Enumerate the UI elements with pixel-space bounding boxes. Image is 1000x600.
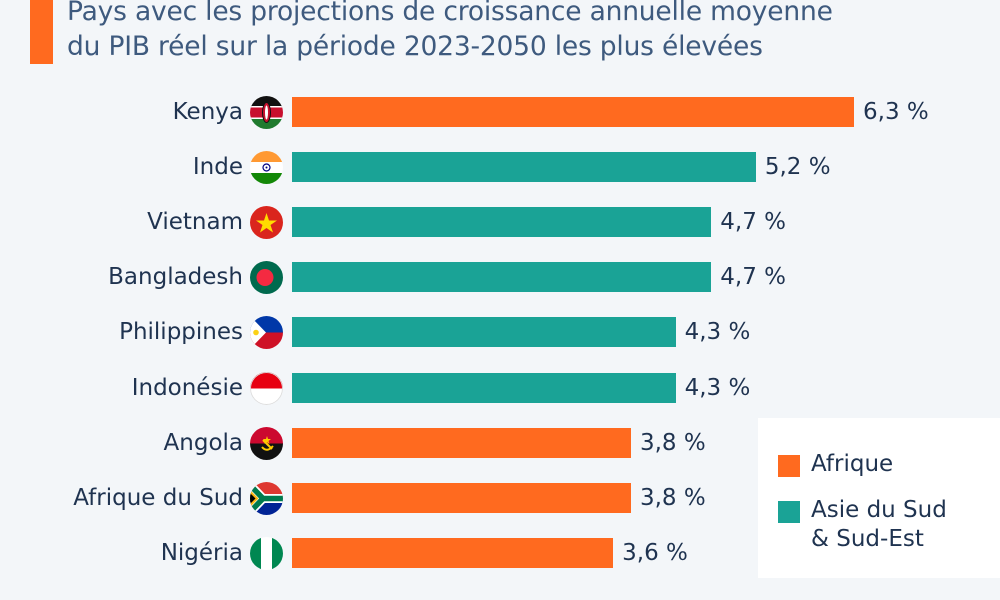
vietnam-flag-icon: [250, 206, 283, 240]
category-label: Afrique du Sud: [73, 484, 243, 511]
value-label: 3,8 %: [639, 429, 706, 456]
legend: Afrique Asie du Sud & Sud-Est: [758, 418, 1000, 578]
bar-nigeria: [292, 537, 614, 568]
category-label: Kenya: [172, 99, 243, 125]
legend-label-asie: Asie du Sud & Sud-Est: [811, 496, 947, 554]
bar-row-angola: Angola 3,8 %: [0, 426, 1000, 460]
bangladesh-flag-icon: [250, 261, 283, 295]
india-flag-icon: [250, 151, 283, 185]
legend-label-afrique: Afrique: [811, 451, 894, 477]
philippines-flag-icon: [250, 316, 283, 350]
bar-row-nigeria: Nigéria 3,6 %: [0, 536, 1000, 570]
chart-title-line-2: du PIB réel sur la période 2023-2050 les…: [67, 31, 763, 62]
legend-label-asie-line-1: Asie du Sud: [811, 497, 947, 523]
bar-philippines: [292, 317, 676, 348]
category-label: Nigéria: [160, 539, 243, 566]
value-label: 6,3 %: [863, 99, 929, 125]
value-label: 4,7 %: [720, 209, 787, 236]
indonesia-flag-icon: [250, 371, 283, 405]
category-label: Indonésie: [131, 374, 243, 401]
category-label: Inde: [192, 154, 243, 181]
bar-row-inde: Inde 5,2 %: [0, 151, 1000, 185]
value-label: 3,6 %: [622, 539, 688, 566]
chart-title: Pays avec les projections de croissance …: [67, 0, 987, 64]
bar-row-vietnam: Vietnam 4,7 %: [0, 206, 1000, 240]
bar-row-kenya: Kenya 6,3 %: [0, 96, 1000, 129]
bar-row-bangladesh: Bangladesh 4,7 %: [0, 261, 1000, 295]
bar-indonesie: [292, 372, 676, 403]
south-africa-flag-icon: [250, 481, 283, 515]
bar-bangladesh: [292, 262, 712, 293]
bar-kenya: [292, 97, 854, 127]
value-label: 4,3 %: [684, 319, 751, 346]
category-label: Angola: [163, 429, 243, 456]
chart-title-line-1: Pays avec les projections de croissance …: [67, 0, 833, 27]
bar-row-indonesie: Indonésie 4,3 %: [0, 371, 1000, 405]
value-label: 3,8 %: [639, 484, 706, 511]
angola-flag-icon: [250, 426, 283, 460]
value-label: 4,7 %: [720, 264, 787, 291]
bar-row-philippines: Philippines 4,3 %: [0, 316, 1000, 350]
bar-vietnam: [292, 207, 712, 238]
legend-swatch-afrique: [778, 455, 800, 477]
kenya-flag-icon: [250, 96, 283, 129]
value-label: 4,3 %: [684, 374, 751, 401]
bar-angola: [292, 427, 631, 458]
bar-row-afrique-du-sud: Afrique du Sud 3,8 %: [0, 481, 1000, 515]
bar-afrique-du-sud: [292, 482, 631, 513]
legend-label-asie-line-2: & Sud-Est: [811, 526, 924, 552]
legend-swatch-asie: [778, 501, 800, 523]
title-accent-bar: [30, 0, 53, 64]
category-label: Philippines: [119, 319, 243, 346]
nigeria-flag-icon: [250, 536, 283, 570]
value-label: 5,2 %: [764, 154, 831, 181]
category-label: Vietnam: [147, 209, 243, 236]
category-label: Bangladesh: [108, 264, 243, 291]
bar-inde: [292, 152, 756, 183]
